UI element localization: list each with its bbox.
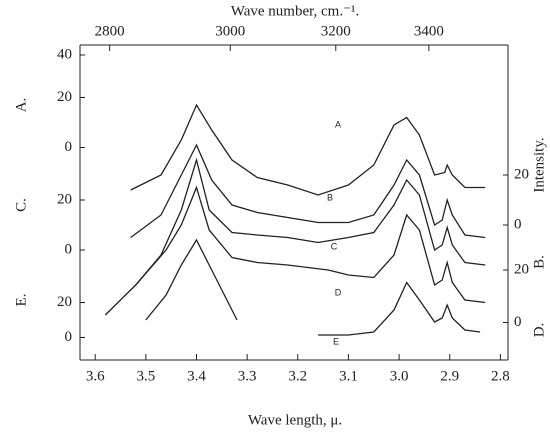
x-tick-label: 3.4 [187,368,206,384]
x-tick-label: 3.2 [288,368,307,384]
curve [104,185,486,316]
curve [145,238,481,336]
y2-curve-label: D. [531,323,547,338]
x-tick-label: 3.5 [136,368,155,384]
x-tick-label: 3.3 [238,368,257,384]
y-tick-label: 20 [57,89,72,105]
curve [130,143,486,239]
y2-tick-label: 20 [514,261,529,277]
curve-label: C [331,241,338,251]
y-curve-label: C. [13,198,29,212]
x2-tick-label: 3000 [215,23,245,39]
y-tick-label: 20 [57,191,72,207]
y-curve-label: A. [13,98,29,113]
y2-tick-label: 0 [514,314,522,330]
y2-axis-title: Intensity. [531,137,547,192]
x-tick-label: 3.1 [339,368,358,384]
x-tick-label: 2.8 [491,368,510,384]
y-tick-label: 0 [65,241,73,257]
x-tick-label: 3.0 [390,368,409,384]
x2-tick-label: 2800 [95,23,125,39]
curve-label: B [327,192,333,202]
x2-tick-label: 3200 [321,23,351,39]
y-tick-label: 0 [65,139,73,155]
y2-tick-label: 0 [514,216,522,232]
curve [130,103,486,196]
y2-curve-label: B. [531,255,547,269]
y-tick-label: 0 [65,329,73,345]
curve-label: A [335,119,341,129]
curve-label: D [335,287,342,297]
y-curve-label: E. [13,294,29,307]
x-tick-label: 3.6 [86,368,105,384]
x-tick-label: 2.9 [440,368,459,384]
x2-axis-title: Wave number, cm.⁻¹. [231,3,359,19]
y-tick-label: 40 [57,46,72,62]
curve-label: E [333,336,339,346]
x2-tick-label: 3400 [414,23,444,39]
curve [135,157,486,286]
x-axis-title: Wave length, μ. [248,412,342,428]
y-tick-label: 20 [57,294,72,310]
y2-tick-label: 20 [514,166,529,182]
